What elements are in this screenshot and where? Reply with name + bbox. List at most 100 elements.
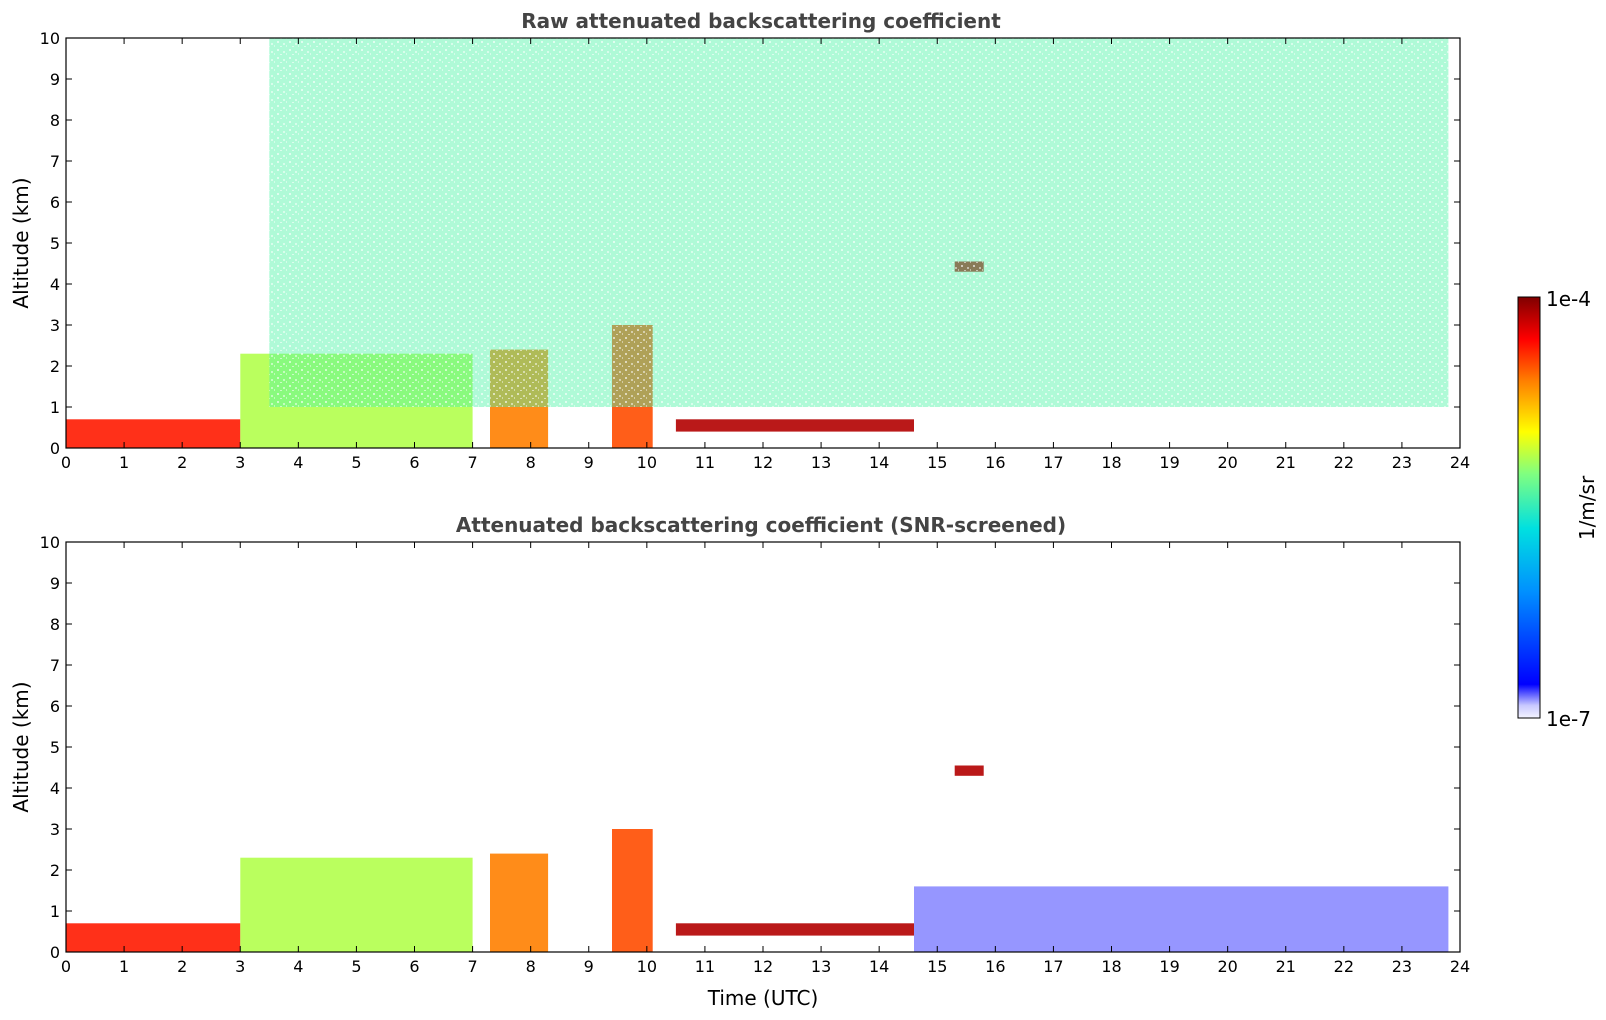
y-tick-label: 0: [50, 439, 60, 458]
x-tick-label: 2: [177, 453, 187, 472]
x-tick-label: 17: [1043, 957, 1063, 976]
x-tick-label: 3: [235, 453, 245, 472]
x-tick-label: 11: [695, 957, 715, 976]
x-tick-label: 18: [1101, 453, 1121, 472]
panel-screened-y-ticks: 0 1 2 3 4 5 6 7 8 9 10: [40, 533, 1460, 962]
x-tick-label: 13: [811, 957, 831, 976]
x-tick-label: 4: [293, 957, 303, 976]
x-tick-label: 9: [584, 957, 594, 976]
heatmap-feature-elevated-layer: [954, 765, 984, 776]
colorbar-unit-label: 1/m/sr: [1575, 475, 1599, 540]
panel-raw-ylabel: Altitude (km): [9, 177, 33, 308]
x-tick-label: 1: [119, 453, 129, 472]
x-tick-label: 15: [927, 957, 947, 976]
y-tick-label: 2: [50, 357, 60, 376]
x-tick-label: 12: [753, 453, 773, 472]
x-tick-label: 7: [467, 453, 477, 472]
x-tick-label: 5: [351, 957, 361, 976]
y-tick-label: 9: [50, 70, 60, 89]
x-tick-label: 5: [351, 453, 361, 472]
y-tick-label: 4: [50, 275, 60, 294]
x-tick-label: 10: [637, 453, 657, 472]
y-tick-label: 5: [50, 738, 60, 757]
x-tick-label: 21: [1276, 453, 1296, 472]
x-tick-label: 1: [119, 957, 129, 976]
y-tick-label: 7: [50, 656, 60, 675]
x-tick-label: 12: [753, 957, 773, 976]
heatmap-feature-thin-layer: [675, 923, 914, 936]
panel-screened-title: Attenuated backscattering coefficient (S…: [456, 513, 1066, 537]
y-tick-label: 8: [50, 615, 60, 634]
x-tick-label: 18: [1101, 957, 1121, 976]
y-tick-label: 6: [50, 193, 60, 212]
x-tick-label: 9: [584, 453, 594, 472]
colorbar-min-label: 1e-7: [1546, 707, 1591, 731]
panel-screened-ylabel: Altitude (km): [9, 681, 33, 812]
x-tick-label: 20: [1217, 453, 1237, 472]
heatmap-feature-near-surface-aerosol: [66, 419, 241, 448]
x-tick-label: 10: [637, 957, 657, 976]
heatmap-feature-cloud-deck: [612, 829, 653, 952]
x-tick-label: 6: [409, 453, 419, 472]
x-tick-label: 0: [61, 957, 71, 976]
colorbar: 1e-4 1e-7 1/m/sr: [1517, 287, 1599, 731]
x-tick-label: 16: [985, 453, 1005, 472]
x-tick-label: 13: [811, 453, 831, 472]
panel-raw-heatmap: [66, 38, 1449, 448]
heatmap-noise-texture: [269, 38, 1449, 407]
x-tick-label: 0: [61, 453, 71, 472]
x-tick-label: 14: [869, 957, 889, 976]
panel-raw: Raw attenuated backscattering coefficien…: [9, 9, 1470, 472]
colorbar-max-label: 1e-4: [1546, 287, 1591, 311]
heatmap-feature-thin-layer: [675, 419, 914, 432]
panel-screened: Attenuated backscattering coefficient (S…: [9, 513, 1470, 1010]
heatmap-feature-near-surface-aerosol: [66, 923, 241, 952]
x-tick-label: 19: [1159, 453, 1179, 472]
x-tick-label: 24: [1450, 453, 1470, 472]
y-tick-label: 7: [50, 152, 60, 171]
y-tick-label: 1: [50, 398, 60, 417]
y-tick-label: 9: [50, 574, 60, 593]
x-tick-label: 15: [927, 453, 947, 472]
y-tick-label: 10: [40, 29, 60, 48]
x-tick-label: 22: [1334, 453, 1354, 472]
panel-screened-heatmap: [66, 765, 1449, 952]
y-tick-label: 3: [50, 316, 60, 335]
y-tick-label: 8: [50, 111, 60, 130]
y-tick-label: 0: [50, 943, 60, 962]
x-tick-label: 21: [1276, 957, 1296, 976]
x-tick-label: 19: [1159, 957, 1179, 976]
y-tick-label: 3: [50, 820, 60, 839]
x-tick-label: 20: [1217, 957, 1237, 976]
y-tick-label: 4: [50, 779, 60, 798]
x-tick-label: 8: [526, 957, 536, 976]
y-tick-label: 2: [50, 861, 60, 880]
x-tick-label: 14: [869, 453, 889, 472]
x-tick-label: 17: [1043, 453, 1063, 472]
y-tick-label: 5: [50, 234, 60, 253]
x-tick-label: 23: [1392, 957, 1412, 976]
x-tick-label: 8: [526, 453, 536, 472]
x-tick-label: 4: [293, 453, 303, 472]
heatmap-feature-cloud-deck: [490, 853, 549, 952]
y-tick-label: 10: [40, 533, 60, 552]
y-tick-label: 6: [50, 697, 60, 716]
x-tick-label: 23: [1392, 453, 1412, 472]
x-axis-label: Time (UTC): [707, 986, 819, 1010]
heatmap-feature-boundary-layer-clouds: [240, 857, 473, 952]
y-tick-label: 1: [50, 902, 60, 921]
x-tick-label: 16: [985, 957, 1005, 976]
panel-screened-x-ticks: 0 1 2 3 4 5 6 7 8 9 10 11 12 13 14 15 16 17 18 19 20 21 22 23 24: [61, 542, 1470, 976]
x-tick-label: 7: [467, 957, 477, 976]
x-tick-label: 22: [1334, 957, 1354, 976]
panel-raw-y-ticks: 0 1 2 3 4 5 6 7 8 9 10: [40, 29, 1460, 458]
x-tick-label: 11: [695, 453, 715, 472]
heatmap-feature-residual-layer: [914, 886, 1449, 952]
x-tick-label: 3: [235, 957, 245, 976]
x-tick-label: 2: [177, 957, 187, 976]
panel-raw-title: Raw attenuated backscattering coefficien…: [521, 9, 1001, 33]
x-tick-label: 6: [409, 957, 419, 976]
panel-raw-x-ticks: 0 1 2 3 4 5 6 7 8 9 10 11 12 13 14 15 16 17 18 19 20 21 22 23 24: [61, 38, 1470, 472]
colorbar-gradient: [1517, 296, 1541, 719]
